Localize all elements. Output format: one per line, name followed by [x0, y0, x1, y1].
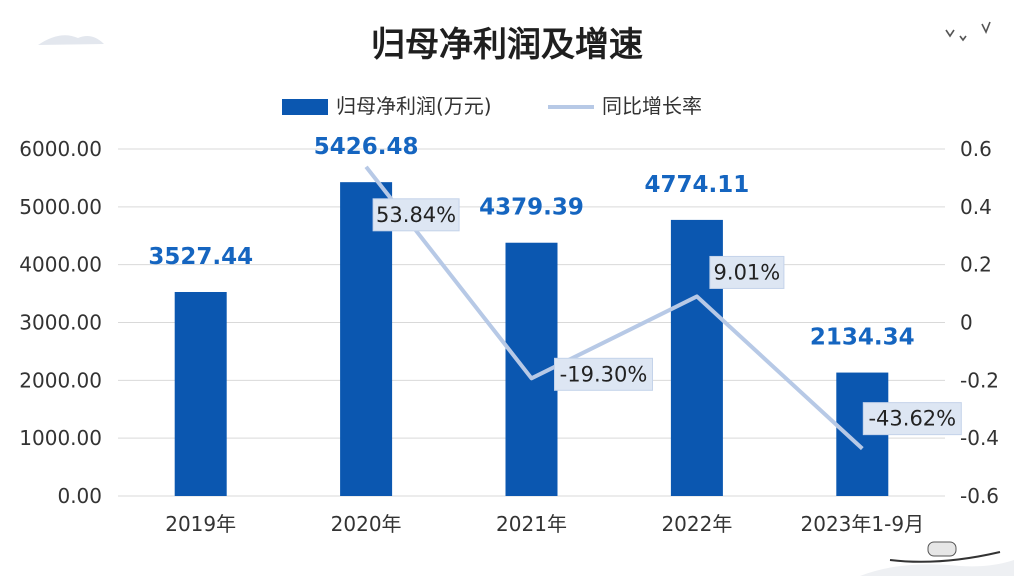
left-tick-label: 5000.00	[19, 195, 102, 219]
growth-label-box	[372, 198, 460, 232]
right-axis: -0.6 -0.4 -0.2 0 0.2 0.4 0.6	[960, 137, 999, 508]
growth-label: -19.30%	[560, 362, 648, 386]
right-tick-label: 0.2	[960, 253, 992, 277]
bar-value-label: 4379.39	[479, 195, 584, 221]
bar-value-labels: 3527.44 5426.48 4379.39 4774.11 2134.34	[148, 134, 914, 350]
right-tick-label: 0.4	[960, 195, 992, 219]
left-axis: 0.00 1000.00 2000.00 3000.00 4000.00 5000.00 6…	[19, 137, 102, 508]
left-tick-label: 2000.00	[19, 368, 102, 392]
growth-label-box	[554, 357, 653, 391]
growth-label-box	[709, 255, 785, 289]
growth-line	[364, 165, 864, 451]
bar-value-label: 3527.44	[148, 244, 253, 270]
bar-value-label: 4774.11	[645, 172, 750, 198]
growth-line-series: 53.84% -19.30% 9.01% -43.62%	[364, 165, 962, 451]
decoration-corner-left	[38, 35, 104, 45]
growth-label: 9.01%	[714, 260, 781, 284]
x-tick-label: 2021年	[496, 512, 567, 536]
right-tick-label: -0.6	[960, 484, 999, 508]
right-tick-label: -0.4	[960, 426, 999, 450]
left-tick-label: 0.00	[57, 484, 102, 508]
right-tick-label: 0	[960, 311, 973, 335]
legend-label-line: 同比增长率	[602, 94, 702, 118]
legend: 归母净利润(万元) 同比增长率	[282, 94, 702, 118]
bar	[340, 182, 393, 496]
growth-label-box	[862, 402, 962, 436]
left-tick-label: 6000.00	[19, 137, 102, 161]
bar	[174, 291, 227, 496]
right-tick-label: 0.6	[960, 137, 992, 161]
left-tick-label: 3000.00	[19, 311, 102, 335]
x-tick-label: 2022年	[661, 512, 732, 536]
legend-swatch-bar	[282, 99, 328, 115]
growth-label: 53.84%	[376, 203, 456, 227]
x-tick-label: 2019年	[165, 512, 236, 536]
bar-value-label: 5426.48	[314, 134, 419, 160]
x-axis: 2019年 2020年 2021年 2022年 2023年1-9月	[165, 512, 924, 536]
bar-value-label: 2134.34	[810, 325, 915, 351]
left-tick-label: 1000.00	[19, 426, 102, 450]
growth-label: -43.62%	[868, 407, 956, 431]
decoration-boat	[860, 541, 1014, 576]
bar-series	[174, 182, 889, 496]
chart-title: 归母净利润及增速	[371, 25, 643, 65]
legend-label-bar: 归母净利润(万元)	[336, 94, 492, 118]
right-tick-label: -0.2	[960, 368, 999, 392]
left-tick-label: 4000.00	[19, 253, 102, 277]
decoration-birds	[945, 21, 991, 42]
x-tick-label: 2023年1-9月	[801, 512, 925, 536]
x-tick-label: 2020年	[331, 512, 402, 536]
